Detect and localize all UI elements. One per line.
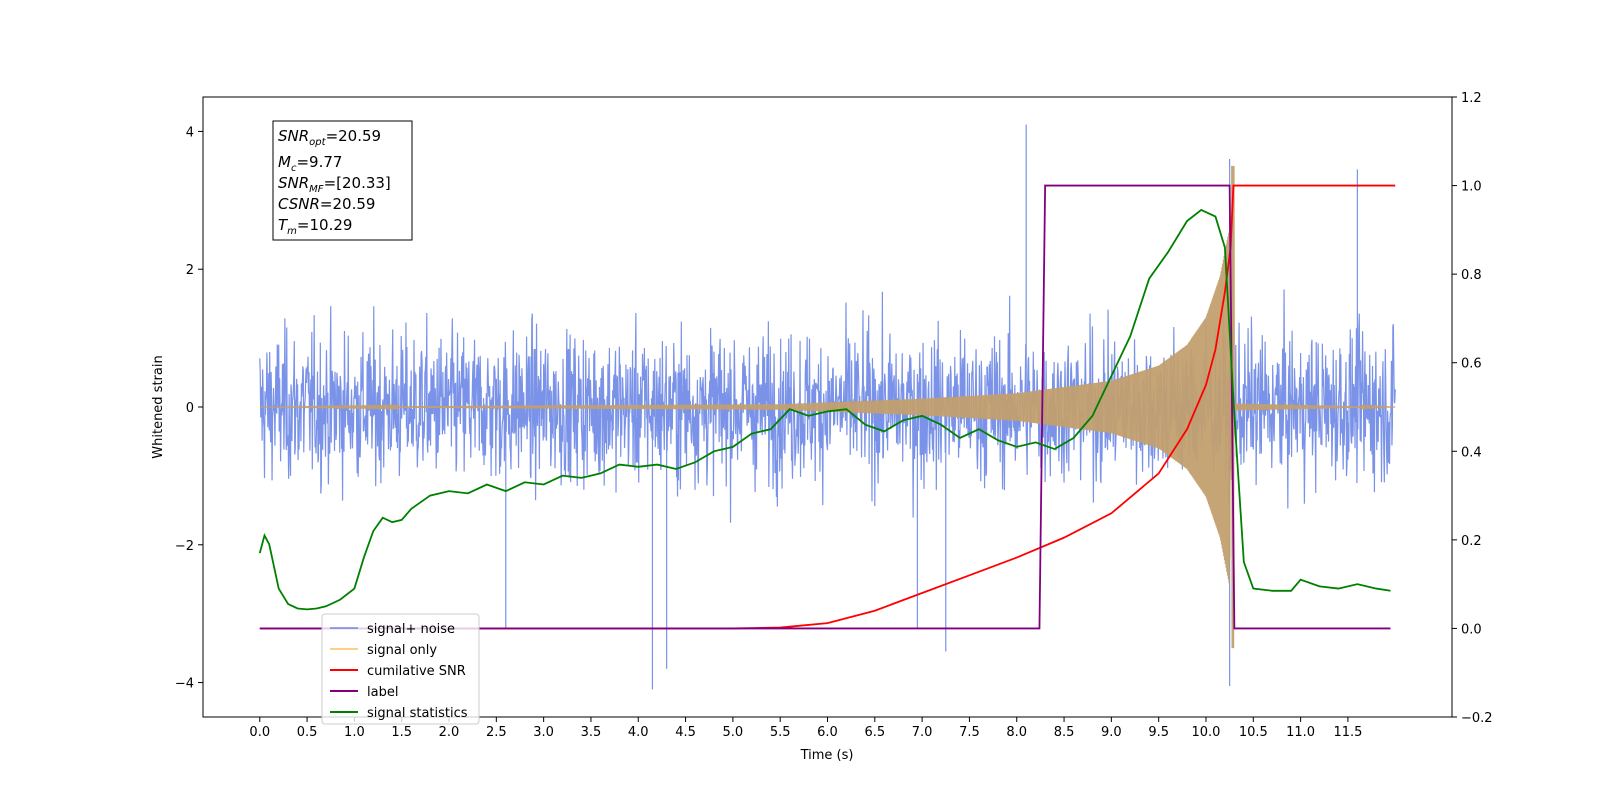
x-tick-label: 0.5: [297, 725, 318, 740]
annotation-snr-mf: SNRMF=[20.33]: [278, 174, 391, 195]
x-axis-ticks: 0.0 0.5 1.0 1.5 2.0 2.5 3.0 3.5 4.0 4.5 5.0 5.5 6.0 6…: [249, 717, 1362, 740]
y-left-tick-label: 0: [186, 401, 194, 416]
x-tick-label: 6.5: [864, 725, 885, 740]
series-layer: [258, 124, 1396, 690]
x-tick-label: 4.5: [675, 725, 696, 740]
x-tick-label: 1.5: [391, 725, 412, 740]
legend-label: cumilative SNR: [367, 664, 466, 679]
x-axis-label: Time (s): [800, 748, 854, 763]
x-tick-label: 7.5: [959, 725, 980, 740]
x-tick-label: 4.0: [628, 725, 649, 740]
y-right-tick-label: 1.0: [1461, 180, 1482, 195]
series-line-label: [259, 184, 1391, 630]
x-tick-label: 6.0: [817, 725, 838, 740]
y-axis-right-ticks: −0.2 0.0 0.2 0.4 0.6 0.8 1.0 1.2: [1452, 91, 1493, 726]
y-left-tick-label: −4: [175, 677, 194, 692]
legend-label: signal+ noise: [367, 622, 455, 637]
x-tick-label: 5.0: [723, 725, 744, 740]
series-line-signal-only: [259, 165, 1396, 649]
y-right-tick-label: 0.0: [1461, 622, 1482, 637]
y-right-tick-label: 0.6: [1461, 357, 1482, 372]
x-tick-label: 10.0: [1192, 725, 1221, 740]
y-right-tick-label: 0.2: [1461, 534, 1482, 549]
legend-frame: [321, 613, 480, 725]
y-right-tick-label: 1.2: [1461, 91, 1482, 106]
series-line-signal-statistics: [258, 208, 1391, 611]
legend-items: signal+ noise signal only cumilative SNR la…: [330, 622, 468, 721]
y-right-tick-label: 0.8: [1461, 268, 1482, 283]
x-tick-label: 5.5: [770, 725, 791, 740]
x-tick-label: 0.0: [249, 725, 270, 740]
y-right-tick-label: 0.4: [1461, 445, 1482, 460]
x-tick-label: 1.0: [344, 725, 365, 740]
legend-label: signal statistics: [367, 706, 468, 721]
x-tick-label: 2.0: [439, 725, 460, 740]
x-tick-label: 11.0: [1286, 725, 1315, 740]
x-tick-label: 9.0: [1101, 725, 1122, 740]
x-tick-label: 9.5: [1148, 725, 1169, 740]
annotation-mc: Mc=9.77: [278, 153, 342, 174]
x-tick-label: 2.5: [486, 725, 507, 740]
legend: signal+ noise signal only cumilative SNR la…: [321, 613, 480, 725]
y-axis-label: Whitened strain: [151, 355, 166, 458]
x-tick-label: 3.5: [581, 725, 602, 740]
annotation-snr-opt: SNRopt=20.59: [278, 127, 381, 148]
stats-annotation-box: SNRopt=20.59 Mc=9.77 SNRMF=[20.33] CSNR=…: [272, 120, 413, 241]
x-tick-label: 3.0: [533, 725, 554, 740]
legend-label: signal only: [367, 643, 437, 658]
x-tick-label: 11.5: [1333, 725, 1362, 740]
x-tick-label: 10.5: [1239, 725, 1268, 740]
y-left-tick-label: 4: [186, 125, 194, 140]
annotation-tm: Tm=10.29: [278, 216, 352, 237]
x-tick-label: 8.0: [1006, 725, 1027, 740]
y-left-tick-label: 2: [186, 263, 194, 278]
x-tick-label: 8.5: [1054, 725, 1075, 740]
y-left-tick-label: −2: [175, 539, 194, 554]
series-line-cumulative-snr: [259, 184, 1396, 630]
legend-label: label: [367, 685, 398, 700]
y-right-tick-label: −0.2: [1461, 711, 1493, 726]
x-tick-label: 7.0: [912, 725, 933, 740]
annotation-csnr: CSNR=20.59: [278, 195, 375, 213]
y-axis-left-ticks: −4 −2 0 2 4: [175, 125, 203, 692]
